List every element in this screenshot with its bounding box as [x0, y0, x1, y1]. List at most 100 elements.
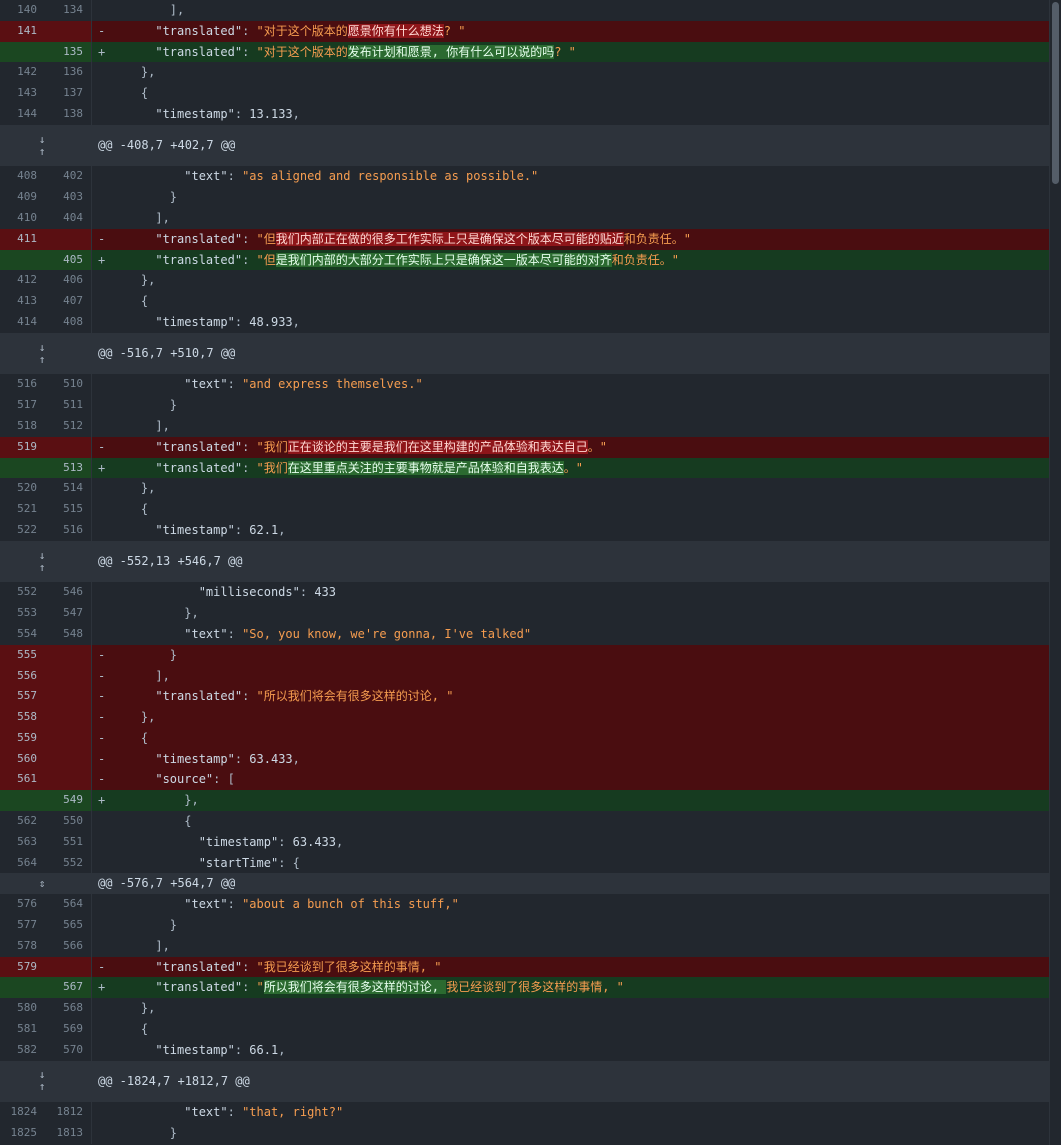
old-line-number[interactable]: 555	[0, 644, 45, 666]
expand-lines-button[interactable]: ⇕	[0, 873, 92, 895]
old-line-number[interactable]: 522	[0, 519, 45, 541]
old-line-number[interactable]: 581	[0, 1019, 45, 1040]
old-line-number[interactable]: 140	[0, 0, 45, 21]
old-line-number[interactable]: 1825	[0, 1123, 45, 1144]
old-line-number[interactable]: 558	[0, 707, 45, 728]
old-line-number[interactable]: 143	[0, 83, 45, 104]
new-line-number[interactable]: 565	[45, 915, 92, 936]
scrollbar[interactable]	[1049, 0, 1061, 1145]
old-line-number[interactable]: 414	[0, 311, 45, 333]
new-line-number[interactable]: 136	[45, 62, 92, 84]
new-line-number[interactable]	[45, 644, 92, 666]
new-line-number[interactable]: 514	[45, 478, 92, 500]
old-line-number[interactable]: 519	[0, 436, 45, 458]
new-line-number[interactable]: 407	[45, 291, 92, 312]
new-line-number[interactable]: 552	[45, 852, 92, 874]
old-line-number[interactable]: 144	[0, 103, 45, 125]
new-line-number[interactable]: 566	[45, 935, 92, 957]
expand-lines-button[interactable]: ↓ ↑	[0, 124, 92, 167]
old-line-number[interactable]: 410	[0, 207, 45, 229]
new-line-number[interactable]: 404	[45, 207, 92, 229]
new-line-number[interactable]	[45, 748, 92, 770]
new-line-number[interactable]	[45, 769, 92, 791]
old-line-number[interactable]	[0, 790, 45, 812]
old-line-number[interactable]: 553	[0, 603, 45, 624]
old-line-number[interactable]: 552	[0, 582, 45, 604]
old-line-number[interactable]	[0, 41, 45, 63]
old-line-number[interactable]: 560	[0, 748, 45, 770]
new-line-number[interactable]: 570	[45, 1039, 92, 1061]
new-line-number[interactable]: 547	[45, 603, 92, 624]
new-line-number[interactable]	[45, 228, 92, 250]
old-line-number[interactable]: 408	[0, 166, 45, 188]
old-line-number[interactable]: 559	[0, 727, 45, 749]
old-line-number[interactable]: 563	[0, 831, 45, 853]
new-line-number[interactable]: 134	[45, 0, 92, 21]
expand-lines-button[interactable]: ↓ ↑	[0, 1060, 92, 1103]
new-line-number[interactable]: 408	[45, 311, 92, 333]
old-line-number[interactable]: 578	[0, 935, 45, 957]
new-line-number[interactable]: 137	[45, 83, 92, 104]
new-line-number[interactable]: 511	[45, 395, 92, 416]
new-line-number[interactable]: 551	[45, 831, 92, 853]
new-line-number[interactable]: 1812	[45, 1102, 92, 1124]
old-line-number[interactable]	[0, 977, 45, 999]
new-line-number[interactable]: 1813	[45, 1123, 92, 1144]
old-line-number[interactable]: 564	[0, 852, 45, 874]
new-line-number[interactable]	[45, 707, 92, 728]
old-line-number[interactable]: 562	[0, 811, 45, 832]
old-line-number[interactable]: 517	[0, 395, 45, 416]
new-line-number[interactable]	[45, 20, 92, 42]
code-line: {	[92, 499, 1050, 520]
old-line-number[interactable]	[0, 457, 45, 479]
new-line-number[interactable]: 569	[45, 1019, 92, 1040]
expand-lines-button[interactable]: ↓ ↑	[0, 540, 92, 583]
new-line-number[interactable]: 512	[45, 415, 92, 437]
new-line-number[interactable]	[45, 436, 92, 458]
new-line-number[interactable]: 568	[45, 998, 92, 1020]
new-line-number[interactable]	[45, 686, 92, 708]
new-line-number[interactable]: 405	[45, 249, 92, 271]
old-line-number[interactable]: 520	[0, 478, 45, 500]
expand-lines-button[interactable]: ↓ ↑	[0, 332, 92, 375]
old-line-number[interactable]: 557	[0, 686, 45, 708]
old-line-number[interactable]: 582	[0, 1039, 45, 1061]
new-line-number[interactable]: 549	[45, 790, 92, 812]
old-line-number[interactable]: 556	[0, 665, 45, 687]
new-line-number[interactable]: 406	[45, 270, 92, 292]
old-line-number[interactable]: 516	[0, 374, 45, 396]
old-line-number[interactable]: 579	[0, 956, 45, 978]
new-line-number[interactable]: 402	[45, 166, 92, 188]
old-line-number[interactable]: 554	[0, 623, 45, 645]
old-line-number[interactable]: 412	[0, 270, 45, 292]
old-line-number[interactable]: 1824	[0, 1102, 45, 1124]
old-line-number[interactable]: 142	[0, 62, 45, 84]
scrollbar-thumb[interactable]	[1052, 2, 1059, 184]
old-line-number[interactable]: 518	[0, 415, 45, 437]
old-line-number[interactable]: 141	[0, 20, 45, 42]
new-line-number[interactable]: 567	[45, 977, 92, 999]
old-line-number[interactable]	[0, 249, 45, 271]
old-line-number[interactable]: 411	[0, 228, 45, 250]
new-line-number[interactable]: 516	[45, 519, 92, 541]
old-line-number[interactable]: 580	[0, 998, 45, 1020]
old-line-number[interactable]: 576	[0, 894, 45, 916]
new-line-number[interactable]: 513	[45, 457, 92, 479]
old-line-number[interactable]: 409	[0, 187, 45, 208]
new-line-number[interactable]	[45, 956, 92, 978]
new-line-number[interactable]: 403	[45, 187, 92, 208]
new-line-number[interactable]: 550	[45, 811, 92, 832]
new-line-number[interactable]	[45, 665, 92, 687]
new-line-number[interactable]: 546	[45, 582, 92, 604]
new-line-number[interactable]	[45, 727, 92, 749]
new-line-number[interactable]: 564	[45, 894, 92, 916]
old-line-number[interactable]: 413	[0, 291, 45, 312]
new-line-number[interactable]: 138	[45, 103, 92, 125]
new-line-number[interactable]: 548	[45, 623, 92, 645]
new-line-number[interactable]: 135	[45, 41, 92, 63]
old-line-number[interactable]: 577	[0, 915, 45, 936]
old-line-number[interactable]: 521	[0, 499, 45, 520]
new-line-number[interactable]: 515	[45, 499, 92, 520]
old-line-number[interactable]: 561	[0, 769, 45, 791]
new-line-number[interactable]: 510	[45, 374, 92, 396]
